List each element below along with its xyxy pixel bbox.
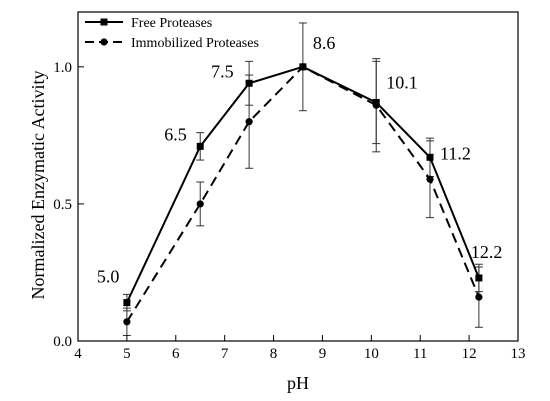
data-point-immobilized: [372, 101, 380, 109]
data-point-immobilized: [123, 318, 131, 326]
point-label: 11.2: [440, 143, 471, 163]
legend: Free Proteases Immobilized Proteases: [85, 16, 259, 51]
x-tick-label: 4: [74, 346, 82, 362]
x-axis-title: pH: [287, 373, 309, 393]
data-point-immobilized: [299, 63, 307, 71]
y-tick-label: 0.5: [53, 197, 72, 213]
x-tick-label: 6: [172, 346, 180, 362]
data-point-immobilized: [245, 118, 253, 126]
data-point-free: [196, 142, 204, 150]
point-labels-layer: 5.0 6.5 7.5 8.6 10.1 11.2 12.2: [97, 33, 503, 287]
legend-marker-circle: [100, 38, 108, 46]
point-label: 10.1: [386, 72, 418, 92]
data-point-immobilized: [426, 175, 434, 183]
x-tick-label: 10: [364, 346, 379, 362]
y-axis-title: Normalized Enzymatic Activity: [28, 71, 48, 300]
data-point-immobilized: [196, 200, 204, 208]
data-point-free: [123, 299, 131, 307]
x-tick-label: 12: [462, 346, 477, 362]
data-point-free: [245, 79, 253, 87]
y-tick-label: 1.0: [53, 60, 72, 76]
axes-layer: 4 5 6 7 8 9 10 11 12 13 0.0 0.5 1.0: [53, 11, 526, 362]
point-label: 6.5: [164, 124, 187, 144]
x-tick-label: 5: [123, 346, 131, 362]
x-tick-label: 7: [221, 346, 229, 362]
data-point-immobilized: [475, 293, 483, 301]
plot-frame: [77, 11, 519, 342]
data-point-free: [475, 274, 483, 282]
legend-label: Immobilized Proteases: [131, 36, 259, 51]
markers-layer: [123, 63, 483, 326]
x-tick-label: 13: [511, 346, 526, 362]
point-label: 5.0: [97, 267, 120, 287]
x-tick-label: 9: [319, 346, 327, 362]
point-label: 12.2: [471, 242, 503, 262]
x-tick-label: 8: [270, 346, 278, 362]
x-tick-label: 11: [413, 346, 427, 362]
point-label: 8.6: [313, 33, 336, 53]
y-tick-label: 0.0: [53, 334, 72, 350]
legend-label: Free Proteases: [131, 16, 212, 31]
point-label: 7.5: [211, 61, 234, 81]
legend-marker-square: [100, 18, 108, 26]
data-point-free: [426, 153, 434, 161]
